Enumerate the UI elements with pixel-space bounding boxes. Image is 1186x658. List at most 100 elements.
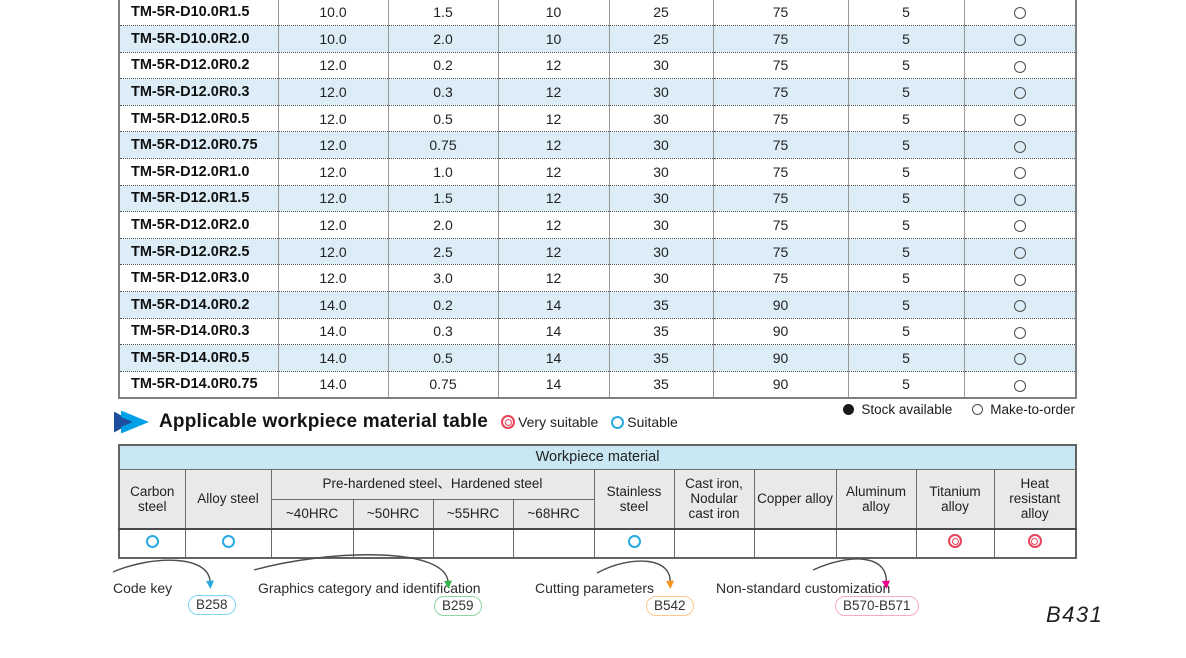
value-cell: 5	[848, 78, 965, 106]
make-to-order-icon	[1013, 273, 1026, 286]
value-cell: 90	[713, 318, 849, 346]
table-row: TM-5R-D12.0R1.0 12.0 1.0 12 30 75 5	[119, 158, 1076, 186]
model-cell: TM-5R-D14.0R0.5	[119, 344, 279, 372]
value-cell: 12	[498, 158, 610, 186]
value-cell: 10.0	[278, 0, 389, 27]
suitability-cell	[270, 528, 354, 559]
hardness-column-header: ~55HRC	[432, 498, 514, 530]
suitability-legend: Very suitable Suitable	[501, 414, 678, 430]
value-cell: 12.0	[278, 238, 389, 266]
value-cell: 12.0	[278, 185, 389, 213]
table-row: TM-5R-D10.0R2.0 10.0 2.0 10 25 75 5	[119, 25, 1076, 53]
value-cell: 12	[498, 238, 610, 266]
value-cell: 0.75	[388, 371, 499, 398]
value-cell: 5	[848, 105, 965, 133]
value-cell: 30	[609, 158, 714, 186]
suitable-legend: Suitable	[611, 414, 678, 430]
page-ref-graphics-category[interactable]: B259	[434, 596, 482, 616]
value-cell: 12	[498, 52, 610, 80]
value-cell: 2.5	[388, 238, 499, 266]
value-cell: 75	[713, 238, 849, 266]
value-cell: 12	[498, 211, 610, 239]
stock-status-cell	[964, 105, 1076, 133]
value-cell: 30	[609, 105, 714, 133]
code-key-label: Code key	[113, 580, 173, 596]
value-cell: 25	[609, 25, 714, 53]
value-cell: 25	[609, 0, 714, 27]
value-cell: 75	[713, 0, 849, 27]
table-row: TM-5R-D12.0R0.75 12.0 0.75 12 30 75 5	[119, 131, 1076, 160]
material-column-header: Stainless steel	[593, 468, 675, 530]
hardness-column-header: ~50HRC	[352, 498, 434, 530]
suitability-cell	[993, 528, 1077, 559]
table-row: TM-5R-D12.0R3.0 12.0 3.0 12 30 75 5	[119, 264, 1076, 293]
value-cell: 12.0	[278, 158, 389, 186]
value-cell: 30	[609, 211, 714, 239]
value-cell: 12	[498, 105, 610, 133]
suitability-cell	[835, 528, 917, 559]
model-cell: TM-5R-D12.0R0.5	[119, 105, 279, 133]
very-suitable-icon	[1027, 534, 1042, 548]
value-cell: 35	[609, 344, 714, 372]
value-cell: 3.0	[388, 264, 499, 293]
non-standard-customization-label: Non-standard customization	[716, 580, 891, 596]
value-cell: 35	[609, 318, 714, 346]
material-column-header: Copper alloy	[753, 468, 837, 530]
value-cell: 90	[713, 344, 849, 372]
value-cell: 12	[498, 78, 610, 106]
suitability-cell	[512, 528, 595, 559]
make-to-order-label: Make-to-order	[990, 402, 1075, 417]
make-to-order-icon	[1013, 246, 1026, 259]
stock-status-cell	[964, 291, 1076, 319]
very-suitable-icon	[948, 534, 962, 548]
make-to-order-icon	[1013, 193, 1026, 206]
make-to-order-icon	[1013, 60, 1026, 73]
suitability-cell	[118, 528, 186, 559]
page-ref-non-standard[interactable]: B570-B571	[835, 596, 919, 616]
very-suitable-icon	[501, 415, 516, 429]
value-cell: 5	[848, 238, 965, 266]
hardness-column-header: ~68HRC	[512, 498, 595, 530]
table-row: TM-5R-D14.0R0.3 14.0 0.3 14 35 90 5	[119, 318, 1076, 346]
make-to-order-icon	[1013, 167, 1026, 180]
suitable-icon	[627, 534, 641, 548]
material-group-header: Pre-hardened steel、Hardened steel	[270, 468, 595, 500]
value-cell: 30	[609, 185, 714, 213]
workpiece-table: Workpiece material Carbon steel Alloy stee…	[118, 444, 1078, 559]
value-cell: 14.0	[278, 344, 389, 372]
table-row: TM-5R-D12.0R0.3 12.0 0.3 12 30 75 5	[119, 78, 1076, 106]
stock-status-cell	[964, 131, 1076, 160]
value-cell: 0.2	[388, 291, 499, 319]
value-cell: 75	[713, 185, 849, 213]
page-ref-cutting-parameters[interactable]: B542	[646, 596, 694, 616]
value-cell: 75	[713, 25, 849, 53]
model-cell: TM-5R-D12.0R2.0	[119, 211, 279, 239]
value-cell: 5	[848, 371, 965, 398]
suitable-label: Suitable	[627, 414, 678, 430]
model-cell: TM-5R-D14.0R0.2	[119, 291, 279, 319]
workpiece-table-title: Workpiece material	[118, 444, 1077, 470]
value-cell: 12	[498, 264, 610, 293]
page-ref-code-key[interactable]: B258	[188, 595, 236, 615]
value-cell: 35	[609, 371, 714, 398]
value-cell: 5	[848, 52, 965, 80]
value-cell: 12.0	[278, 52, 389, 80]
stock-legend: Stock available Make-to-order	[0, 402, 1075, 417]
value-cell: 14.0	[278, 371, 389, 398]
value-cell: 1.0	[388, 158, 499, 186]
suitability-cell	[673, 528, 755, 559]
value-cell: 0.5	[388, 344, 499, 372]
stock-status-cell	[964, 318, 1076, 346]
model-cell: TM-5R-D12.0R0.3	[119, 78, 279, 106]
model-cell: TM-5R-D12.0R1.5	[119, 185, 279, 213]
stock-status-cell	[964, 25, 1076, 53]
hardness-column-header: ~40HRC	[270, 498, 354, 530]
value-cell: 90	[713, 371, 849, 398]
value-cell: 5	[848, 291, 965, 319]
stock-status-cell	[964, 78, 1076, 106]
material-column-header: Cast iron, Nodular cast iron	[673, 468, 755, 530]
value-cell: 10	[498, 25, 610, 53]
value-cell: 75	[713, 158, 849, 186]
very-suitable-label: Very suitable	[518, 414, 599, 430]
